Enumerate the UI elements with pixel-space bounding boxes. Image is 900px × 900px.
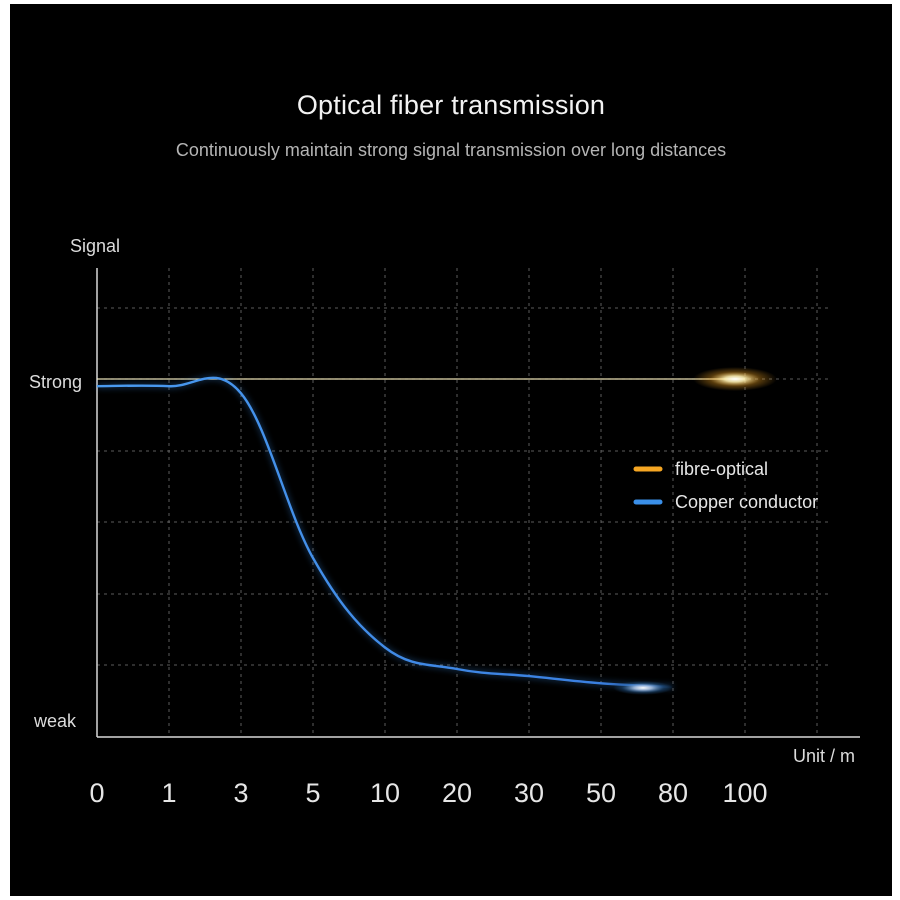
x-tick-label: 50 bbox=[586, 778, 616, 808]
y-axis-title: Signal bbox=[70, 236, 120, 256]
x-tick-label: 30 bbox=[514, 778, 544, 808]
chart-subtitle: Continuously maintain strong signal tran… bbox=[175, 140, 727, 160]
series-layer bbox=[96, 367, 825, 695]
x-tick-label: 5 bbox=[305, 778, 320, 808]
grid-lines bbox=[97, 268, 830, 737]
x-tick-label: 20 bbox=[442, 778, 472, 808]
x-tick-label: 80 bbox=[658, 778, 688, 808]
fibre-optical-end-glow bbox=[693, 367, 777, 391]
copper-conductor-end-glow bbox=[613, 680, 673, 695]
x-tick-label: 0 bbox=[89, 778, 104, 808]
legend-label: Copper conductor bbox=[675, 492, 818, 512]
y-tick-label-strong: Strong bbox=[29, 372, 82, 392]
x-tick-label: 100 bbox=[722, 778, 767, 808]
x-tick-label: 10 bbox=[370, 778, 400, 808]
axes bbox=[96, 268, 860, 738]
x-axis-title: Unit / m bbox=[793, 746, 855, 766]
chart-title: Optical fiber transmission bbox=[296, 90, 606, 120]
x-tick-label: 3 bbox=[233, 778, 248, 808]
legend-label: fibre-optical bbox=[675, 459, 768, 479]
axis-labels: Signal Unit / m Strong weak 0 1 3 5 10 20 30 50 80 10… bbox=[29, 236, 855, 808]
copper-conductor-line bbox=[96, 376, 674, 689]
x-tick-label: 1 bbox=[161, 778, 176, 808]
y-tick-label-weak: weak bbox=[33, 711, 77, 731]
legend: fibre-optical Copper conductor bbox=[633, 459, 818, 512]
